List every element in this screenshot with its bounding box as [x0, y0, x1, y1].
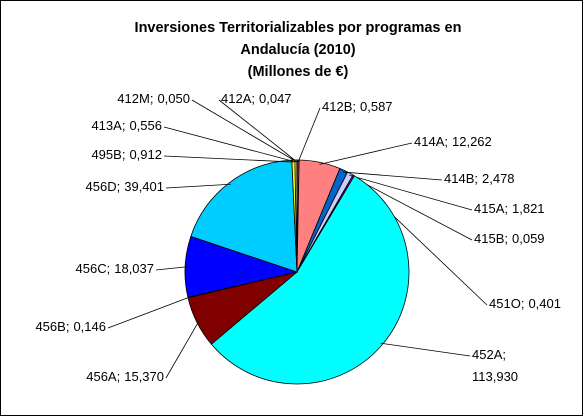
data-label-separator: ; — [66, 319, 70, 334]
data-label-separator: ; — [502, 347, 506, 362]
data-label-category: 415B — [474, 231, 504, 246]
data-label-value: 113,930 — [472, 369, 518, 384]
data-label-category: 456D — [86, 179, 117, 194]
leader-line — [155, 266, 188, 271]
data-label-value: 0,401 — [528, 296, 561, 311]
data-label-category: 413A — [91, 118, 122, 133]
data-label-separator: ; — [474, 171, 478, 186]
data-label: 415B; 0,059 — [474, 231, 545, 246]
leader-line — [218, 99, 298, 163]
data-label: 414A; 12,262 — [414, 134, 492, 149]
data-label: 451O; 0,401 — [489, 296, 561, 311]
data-label-category: 456B — [35, 319, 65, 334]
chart-title: Andalucía (2010) — [240, 42, 355, 58]
leader-line — [165, 183, 231, 189]
data-label-value: 18,037 — [114, 261, 154, 276]
data-label: 456A; 15,370 — [86, 369, 164, 384]
data-label-separator: ; — [504, 201, 508, 216]
data-label-category: 456A — [86, 369, 117, 384]
leader-line — [342, 171, 443, 181]
leader-line — [191, 99, 298, 163]
data-label: 412A; 0,047 — [221, 91, 292, 106]
data-label-separator: ; — [521, 296, 525, 311]
data-label: 456D; 39,401 — [86, 179, 164, 194]
data-label-category: 452A — [472, 347, 503, 362]
data-label-separator: ; — [444, 134, 448, 149]
data-label-category: 451O — [489, 296, 521, 311]
data-label-value: 2,478 — [482, 171, 515, 186]
data-label-separator: ; — [117, 179, 121, 194]
data-label-separator: ; — [122, 147, 126, 162]
leader-line — [319, 142, 413, 165]
data-label-category: 456C — [76, 261, 107, 276]
leader-line — [349, 174, 473, 211]
data-label-value: 39,401 — [124, 179, 164, 194]
data-label: 456C; 18,037 — [76, 261, 154, 276]
data-label: 415A; 1,821 — [474, 201, 545, 216]
leader-line — [165, 321, 200, 379]
data-label-category: 412M — [117, 91, 150, 106]
leader-line — [163, 155, 294, 163]
data-label-value: 0,556 — [129, 118, 162, 133]
pie-slice — [210, 175, 410, 385]
data-label-value: 15,370 — [124, 369, 164, 384]
leader-line — [163, 126, 297, 163]
data-label-value: 12,262 — [452, 134, 492, 149]
data-label: 456B; 0,146 — [35, 319, 106, 334]
data-label-value: 0,587 — [360, 99, 393, 114]
chart-title: Inversiones Territorializables por progr… — [135, 20, 462, 36]
data-label-separator: ; — [504, 231, 508, 246]
data-label: 413A; 0,556 — [91, 118, 162, 133]
data-label-value: 0,146 — [73, 319, 106, 334]
data-label-separator: ; — [107, 261, 111, 276]
data-label-value: 0,912 — [129, 147, 162, 162]
data-label-category: 414B — [444, 171, 474, 186]
data-label-separator: ; — [117, 369, 121, 384]
data-label-category: 415A — [474, 201, 505, 216]
data-label-category: 495B — [91, 147, 121, 162]
data-label-separator: ; — [251, 91, 255, 106]
leader-line — [351, 176, 473, 241]
data-label-separator: ; — [122, 118, 126, 133]
data-label-category: 414A — [414, 134, 445, 149]
data-label-separator: ; — [150, 91, 154, 106]
data-label-category: 412B — [322, 99, 352, 114]
data-label-value: 0,059 — [512, 231, 545, 246]
data-label-value: 0,050 — [157, 91, 190, 106]
chart-title: (Millones de €) — [248, 64, 349, 80]
data-label-category: 412A — [221, 91, 252, 106]
data-label-value: 1,821 — [512, 201, 545, 216]
leader-line — [297, 107, 321, 163]
data-label: 412B; 0,587 — [322, 99, 393, 114]
data-label: 452A; 113,930 — [472, 347, 518, 384]
data-label-value: 0,047 — [259, 91, 292, 106]
data-label: 412M; 0,050 — [117, 91, 190, 106]
data-label-separator: ; — [352, 99, 356, 114]
data-label: 414B; 2,478 — [444, 171, 515, 186]
leader-line — [380, 342, 471, 357]
leader-line — [107, 296, 191, 329]
data-label: 495B; 0,912 — [91, 147, 162, 162]
